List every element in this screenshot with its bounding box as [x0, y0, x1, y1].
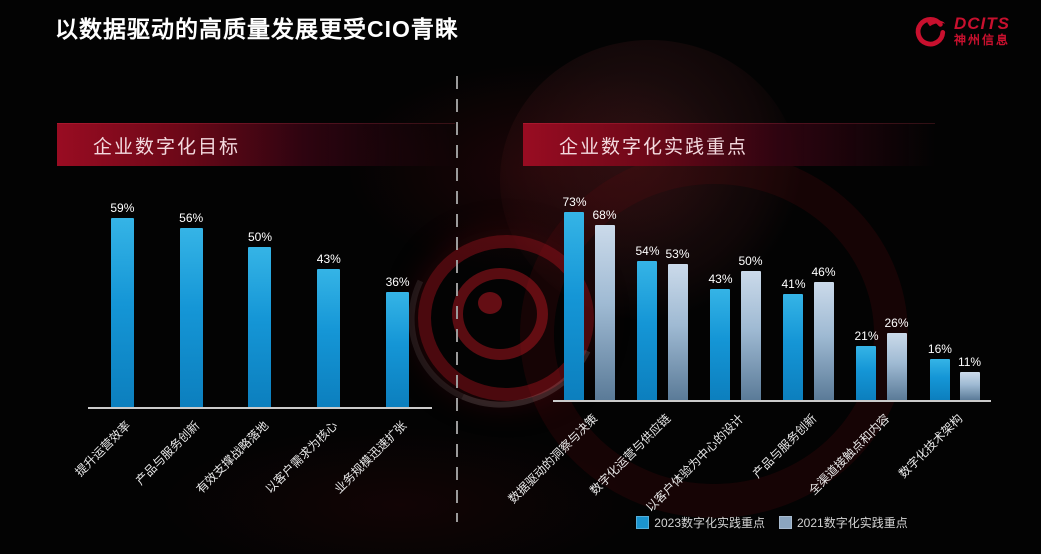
goals-bar-chart: 59% 56% 50% 43% 36% 提升运营效率 产品与服务创新 有效支撑战略落地 以客户… — [73, 192, 432, 514]
bar-group: 21% 26% — [845, 186, 918, 400]
bar — [856, 346, 877, 400]
bar-value-label: 43% — [316, 252, 341, 266]
bar-group: 50% — [226, 192, 295, 407]
bar-value-label: 26% — [884, 316, 909, 330]
practice-bar-chart: 73% 68% 54% 53% 43% 50% 41% 46% 21% 26% 16% 11% 数据驱… — [506, 186, 991, 515]
bar — [248, 247, 272, 407]
bar — [386, 292, 410, 407]
bar-group: 43% 50% — [699, 186, 772, 400]
bar — [110, 218, 134, 407]
background-target-core — [478, 292, 502, 314]
bar — [929, 359, 950, 400]
bar-column: 21% — [854, 329, 879, 400]
bar — [594, 225, 615, 400]
bar-value-label: 11% — [957, 355, 982, 369]
category-label: 提升运营效率 — [72, 418, 134, 480]
bar-column: 43% — [317, 252, 341, 407]
bar-column: 53% — [666, 247, 690, 400]
bar-value-label: 68% — [592, 208, 617, 222]
legend-swatch-2023 — [636, 516, 650, 529]
brand-company: 神州信息 — [953, 32, 1010, 47]
bar-group: 56% — [157, 192, 226, 407]
brand-logo: DCITS 神州信息 — [910, 12, 1010, 50]
page-title: 以数据驱动的高质量发展更受CIO青睐 — [55, 16, 459, 42]
bar-value-label: 46% — [811, 265, 836, 279]
bar-column: 50% — [739, 254, 763, 400]
bar — [637, 261, 658, 400]
goals-chart-category-axis: 提升运营效率 产品与服务创新 有效支撑战略落地 以客户需求为核心 业务规模迅速扩张 — [73, 409, 432, 514]
bar-column: 11% — [958, 355, 981, 400]
bar-column: 54% — [635, 244, 660, 400]
category-slot: 业务规模迅速扩张 — [331, 409, 432, 514]
bar-value-label: 50% — [738, 254, 763, 268]
bar-value-label: 43% — [708, 272, 733, 286]
bar-column: 59% — [110, 201, 134, 407]
legend-label-2023: 2023数字化实践重点 — [654, 516, 765, 530]
bar-value-label: 41% — [781, 277, 806, 291]
bar-group: 41% 46% — [772, 186, 845, 400]
background-target-ring-mid — [452, 268, 548, 360]
bar-value-label: 21% — [854, 329, 879, 343]
bar-group: 16% 11% — [918, 186, 991, 400]
bar — [813, 282, 834, 400]
bar-group: 43% — [294, 192, 363, 407]
bar — [740, 271, 761, 400]
bar — [959, 372, 980, 400]
bar-column: 73% — [562, 195, 587, 400]
bar-column: 50% — [248, 230, 272, 407]
bar — [710, 289, 731, 400]
bar-value-label: 16% — [927, 342, 952, 356]
bar-value-label: 36% — [385, 275, 410, 289]
left-chart-banner: 企业数字化目标 — [57, 123, 455, 166]
bar — [564, 212, 585, 400]
category-slot: 数字化技术架构 — [897, 402, 991, 512]
bar-value-label: 50% — [247, 230, 272, 244]
bar-column: 56% — [179, 211, 203, 407]
bar-column: 41% — [781, 277, 806, 400]
bar-column: 16% — [928, 342, 952, 400]
panel-divider — [456, 76, 458, 522]
category-label: 数据驱动的洞察与决策 — [506, 411, 601, 507]
practice-chart-category-axis: 数据驱动的洞察与决策 数字化运营与供应链 以客户体验为中心的设计 产品与服务创新 全渠道… — [506, 402, 991, 514]
bar-column: 26% — [885, 316, 909, 400]
legend-item-2021: 2021数字化实践重点 — [779, 514, 908, 531]
legend-swatch-2021 — [779, 516, 792, 529]
dcits-swirl-icon — [915, 16, 946, 47]
bar-value-label: 73% — [562, 195, 587, 209]
practice-chart-plot-area: 73% 68% 54% 53% 43% 50% 41% 46% 21% 26% 16% 11% — [553, 186, 991, 402]
bar — [317, 269, 341, 407]
bar-value-label: 53% — [665, 247, 690, 261]
legend-item-2023: 2023数字化实践重点 — [636, 514, 765, 531]
bar-column: 36% — [386, 275, 410, 407]
left-chart-title: 企业数字化目标 — [93, 136, 241, 158]
bar-column: 43% — [708, 272, 733, 400]
chart-legend: 2023数字化实践重点 2021数字化实践重点 — [553, 514, 991, 531]
bar-column: 68% — [593, 208, 617, 400]
bar-group: 73% 68% — [553, 186, 626, 400]
bar — [886, 333, 907, 400]
brand-name: DCITS — [953, 14, 1010, 34]
goals-chart-plot-area: 59% 56% 50% 43% 36% — [88, 192, 432, 409]
bar-group: 36% — [363, 192, 432, 407]
right-chart-title: 企业数字化实践重点 — [559, 136, 749, 158]
bar-value-label: 54% — [635, 244, 660, 258]
legend-label-2021: 2021数字化实践重点 — [797, 516, 908, 530]
bar-group: 59% — [88, 192, 157, 407]
bar-column: 46% — [812, 265, 836, 400]
bar-value-label: 59% — [110, 201, 135, 215]
bar — [667, 264, 688, 400]
bar — [783, 294, 804, 400]
bar — [179, 228, 203, 407]
right-chart-banner: 企业数字化实践重点 — [523, 123, 935, 166]
bar-value-label: 56% — [179, 211, 204, 225]
bar-group: 54% 53% — [626, 186, 699, 400]
